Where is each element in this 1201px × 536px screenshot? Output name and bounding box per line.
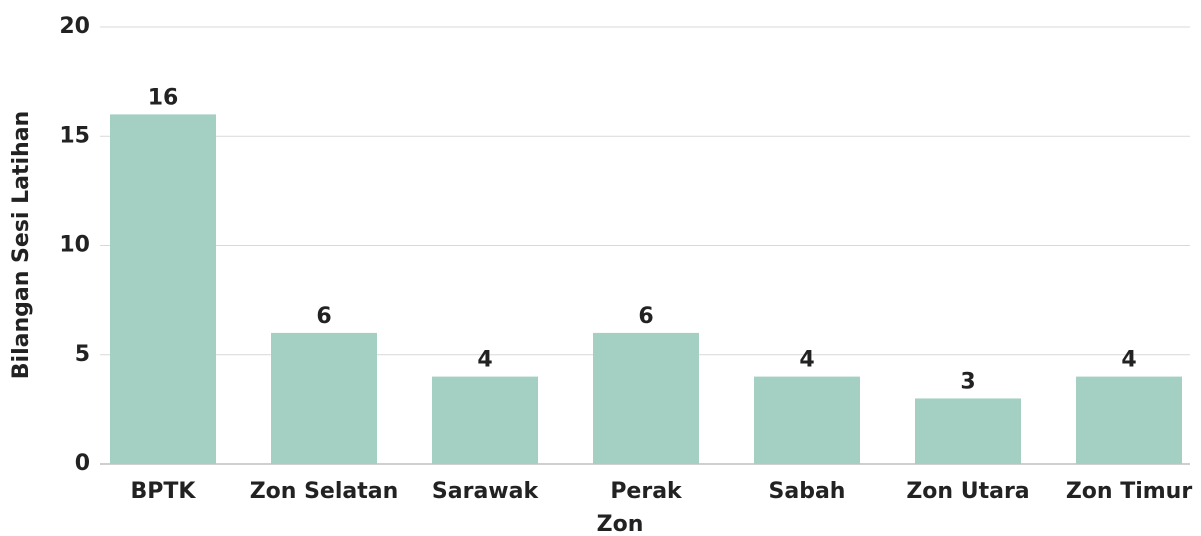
y-axis-title: Bilangan Sesi Latihan (9, 111, 34, 379)
y-tick-label: 0 (75, 451, 90, 476)
bar (432, 376, 538, 464)
x-tick-label: Zon Utara (906, 479, 1029, 504)
x-tick-label: BPTK (131, 479, 197, 504)
data-label: 3 (960, 369, 975, 394)
data-label: 4 (1121, 348, 1136, 373)
bar (593, 332, 699, 464)
data-label: 4 (477, 348, 492, 373)
y-tick-label: 15 (59, 123, 90, 148)
x-tick-label: Perak (610, 479, 683, 504)
data-label: 6 (316, 304, 331, 329)
bar (271, 332, 377, 464)
data-label: 4 (799, 348, 814, 373)
bar (1076, 376, 1182, 464)
y-tick-label: 10 (59, 233, 90, 258)
x-tick-label: Zon Selatan (250, 479, 399, 504)
y-tick-label: 5 (75, 342, 90, 367)
bar (754, 376, 860, 464)
bar (915, 398, 1021, 464)
y-tick-label: 20 (59, 14, 90, 39)
bar (110, 114, 216, 465)
x-tick-label: Sabah (769, 479, 846, 504)
x-axis-title: Zon (597, 512, 644, 536)
data-label: 16 (148, 85, 179, 110)
x-tick-label: Zon Timur (1066, 479, 1193, 504)
x-tick-label: Sarawak (432, 479, 540, 504)
data-label: 6 (638, 304, 653, 329)
